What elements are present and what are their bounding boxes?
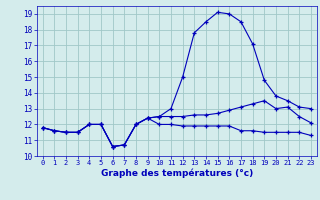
X-axis label: Graphe des températures (°c): Graphe des températures (°c) [101,169,253,178]
